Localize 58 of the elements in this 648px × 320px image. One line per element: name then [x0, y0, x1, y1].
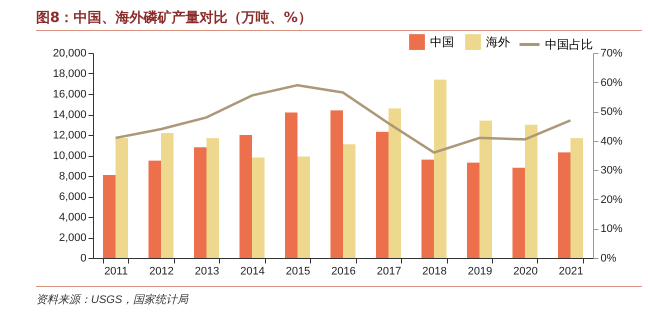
y-tick-label: 18,000	[52, 68, 86, 80]
bar	[466, 162, 480, 258]
bar	[421, 160, 434, 258]
legend-label: 海外	[486, 35, 510, 50]
x-tick-label: 2021	[558, 266, 584, 278]
x-tick-label: 2014	[240, 266, 265, 278]
bar	[479, 120, 492, 258]
bar	[284, 112, 298, 258]
bar	[239, 135, 252, 258]
legend-label: 中国占比	[545, 38, 593, 52]
y2-tick-label: 50%	[600, 106, 623, 118]
line-series	[114, 84, 572, 154]
y2-tick-label: 60%	[600, 76, 623, 89]
bar	[148, 160, 162, 258]
bar	[388, 108, 402, 258]
y-tick-label: 16,000	[52, 88, 86, 100]
legend-label: 中国	[430, 35, 454, 50]
x-tick-label: 2020	[513, 266, 538, 278]
y-tick-label: 0	[80, 252, 86, 264]
y2-tick-label: 10%	[600, 223, 623, 236]
bar	[194, 147, 207, 258]
bar	[434, 80, 447, 258]
y-tick-label: 12,000	[52, 130, 86, 142]
y-tick-label: 6,000	[58, 191, 86, 203]
bar	[570, 138, 583, 258]
x-tick-label: 2016	[331, 266, 356, 278]
y2-tick-label: 30%	[600, 164, 623, 177]
bar	[512, 168, 525, 258]
y2-tick-label: 40%	[600, 135, 623, 148]
y-tick-label: 20,000	[52, 48, 86, 60]
y-tick-label: 14,000	[52, 109, 86, 121]
bar	[343, 144, 356, 258]
bar	[116, 138, 128, 258]
y-tick-label: 8,000	[58, 170, 86, 182]
y-tick-label: 4,000	[58, 212, 86, 224]
bar	[298, 156, 310, 258]
text: 资料来源：USGS，国家统计局	[36, 292, 188, 307]
y2-tick-label: 0%	[600, 252, 617, 264]
bar	[206, 138, 220, 258]
x-tick-label: 2011	[104, 266, 128, 278]
x-tick-label: 2012	[149, 266, 174, 278]
bar	[330, 110, 343, 258]
x-tick-label: 2017	[376, 266, 402, 278]
x-tick-label: 2018	[422, 266, 447, 278]
bar	[558, 152, 570, 258]
bar	[524, 124, 538, 258]
x-tick-label: 2013	[194, 266, 220, 278]
chart-title: 图8：中国、海外磷矿产量对比（万吨、%）	[36, 9, 312, 27]
y2-tick-label: 70%	[600, 48, 623, 60]
y2-tick-label: 20%	[600, 194, 623, 206]
bar	[252, 158, 265, 258]
y-tick-label: 10,000	[52, 150, 86, 162]
y-tick-label: 2,000	[58, 232, 86, 244]
bar	[161, 132, 174, 258]
x-tick-label: 2019	[468, 266, 492, 278]
x-tick-label: 2015	[286, 266, 310, 278]
bar	[103, 174, 116, 258]
bar	[376, 132, 388, 258]
